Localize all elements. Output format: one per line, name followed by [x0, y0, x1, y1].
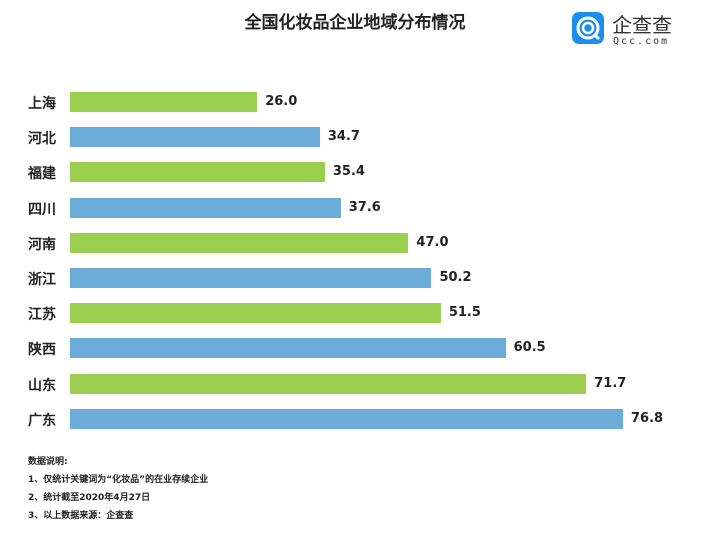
note-line: 数据说明: [28, 457, 68, 467]
bar [70, 232, 409, 253]
category-label: 广东 [28, 412, 56, 429]
value-label: 60.5 [513, 340, 546, 356]
bar [70, 303, 441, 324]
bar [70, 162, 325, 183]
bar [70, 408, 623, 429]
category-label: 江苏 [28, 307, 56, 324]
value-label: 76.8 [631, 410, 664, 426]
qcc-logo: 企查查 Qcc.com [572, 12, 692, 52]
logo-sub: Qcc.com [613, 36, 670, 47]
category-label: 河北 [28, 131, 56, 148]
bar [70, 268, 432, 288]
category-label: 浙江 [28, 272, 56, 288]
bar [70, 373, 587, 394]
value-label: 35.4 [332, 164, 365, 180]
value-label: 37.6 [348, 199, 381, 215]
category-label: 河南 [28, 236, 56, 253]
category-label: 山东 [28, 377, 56, 394]
category-label: 陕西 [28, 342, 56, 359]
notes: 数据说明: 1、仅统计关键词为“化妆品”的在业存续企业 2、统计截至2020年4… [28, 453, 208, 525]
bar [70, 127, 320, 148]
chart-title: 全国化妆品企业地域分布情况 [244, 13, 466, 33]
bar [70, 338, 506, 359]
category-label: 福建 [28, 166, 56, 183]
value-label: 34.7 [327, 129, 360, 145]
value-label: 51.5 [448, 305, 481, 321]
qcc-logo-icon [572, 12, 604, 44]
category-label: 四川 [28, 201, 56, 218]
note-line: 2、统计截至2020年4月27日 [28, 493, 151, 503]
category-label: 上海 [28, 96, 56, 112]
value-label: 71.7 [594, 375, 627, 391]
logo-name: 企查查 [612, 13, 672, 37]
bar [70, 197, 341, 218]
value-label: 50.2 [439, 270, 472, 285]
note-line: 3、以上数据来源：企查查 [28, 511, 134, 521]
bar [70, 92, 258, 112]
value-label: 26.0 [265, 94, 298, 109]
value-label: 47.0 [416, 234, 449, 250]
note-line: 1、仅统计关键词为“化妆品”的在业存续企业 [28, 475, 209, 485]
